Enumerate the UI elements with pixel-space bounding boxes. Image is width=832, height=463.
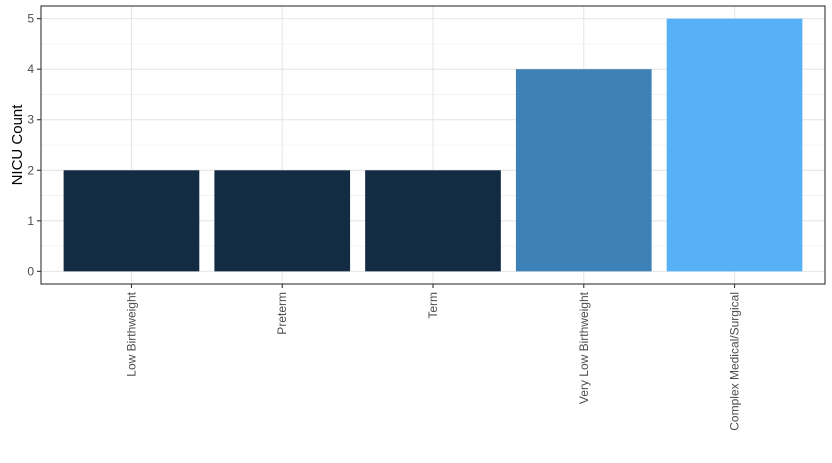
bar-complex-medical-surgical <box>666 18 803 272</box>
y-tick-label: 1 <box>27 214 34 228</box>
x-tick-label: Complex Medical/Surgical <box>728 292 742 431</box>
y-axis-title: NICU Count <box>9 104 26 186</box>
bars <box>63 18 803 272</box>
y-tick-label: 3 <box>27 113 34 127</box>
bar-low-birthweight <box>63 170 200 272</box>
x-tick-label: Term <box>426 292 440 319</box>
y-tick-label: 4 <box>27 62 34 76</box>
y-tick-label: 5 <box>27 12 34 26</box>
y-tick-label: 0 <box>27 264 34 278</box>
y-axis: 0 1 2 3 4 5 <box>27 12 41 278</box>
bar-preterm <box>214 170 351 272</box>
bar-very-low-birthweight <box>515 69 652 272</box>
y-tick-label: 2 <box>27 163 34 177</box>
x-tick-label: Low Birthweight <box>124 291 138 376</box>
bar-term <box>365 170 501 272</box>
x-axis: Low Birthweight Preterm Term Very Low Birth… <box>124 284 742 431</box>
x-tick-label: Preterm <box>275 292 289 335</box>
x-tick-label: Very Low Birthweight <box>577 291 591 404</box>
